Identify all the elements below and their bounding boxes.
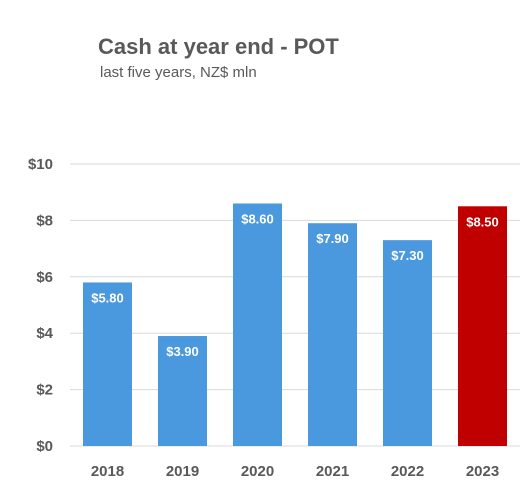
y-tick-label: $8 [36, 212, 53, 229]
x-tick-label: 2018 [91, 463, 124, 480]
bar [308, 223, 357, 446]
y-tick-label: $2 [36, 382, 53, 399]
y-tick-label: $10 [28, 156, 53, 173]
y-tick-label: $0 [36, 438, 53, 455]
data-label: $7.90 [316, 231, 349, 246]
bar [158, 336, 207, 446]
data-label: $8.50 [466, 214, 499, 229]
bar [233, 203, 282, 446]
chart-title: Cash at year end - POT [98, 34, 339, 59]
y-tick-label: $4 [36, 325, 53, 342]
chart-subtitle: last five years, NZ$ mln [100, 64, 257, 81]
data-label: $7.30 [391, 248, 424, 263]
x-tick-label: 2022 [391, 463, 424, 480]
bar [83, 282, 132, 446]
x-tick-label: 2023 [466, 463, 499, 480]
bar [383, 240, 432, 446]
x-tick-label: 2020 [241, 463, 274, 480]
y-tick-label: $6 [36, 269, 53, 286]
bar [458, 206, 507, 446]
data-label: $8.60 [241, 211, 274, 226]
x-tick-label: 2019 [166, 463, 199, 480]
data-label: $3.90 [166, 344, 199, 359]
x-tick-label: 2021 [316, 463, 349, 480]
data-label: $5.80 [91, 290, 124, 305]
